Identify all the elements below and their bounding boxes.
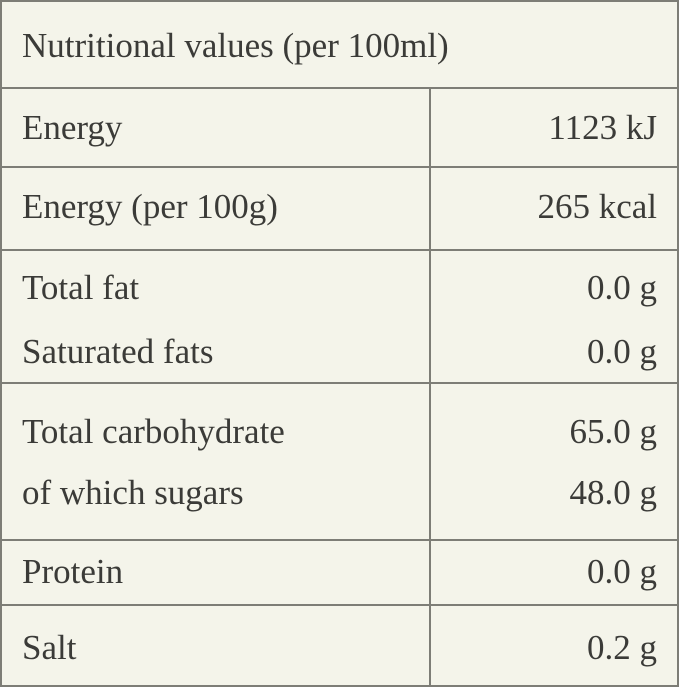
nutrient-value: 1123 kJ [548,108,657,147]
nutrient-label: Energy [22,108,123,147]
column-divider [429,88,431,687]
nutrient-value: 265 kcal [537,187,657,226]
nutrient-label: Salt [22,628,77,667]
row-divider [0,87,679,89]
nutrient-value: 65.0 g [569,412,658,451]
row-divider [0,539,679,541]
nutrient-value: 0.2 g [587,628,657,667]
nutrient-label: of which sugars [22,473,244,512]
table-title: Nutritional values (per 100ml) [22,26,449,65]
nutrient-label: Saturated fats [22,332,214,371]
nutrient-label: Total fat [22,268,140,307]
nutrient-label: Total carbohydrate [22,412,285,451]
nutrient-value: 0.0 g [587,268,657,307]
row-divider [0,604,679,606]
border [0,0,679,2]
row-divider [0,382,679,384]
nutrient-value: 0.0 g [587,552,657,591]
row-divider [0,249,679,251]
nutrient-label: Energy (per 100g) [22,187,278,226]
nutrient-label: Protein [22,552,124,591]
border [0,0,2,687]
nutrient-value: 48.0 g [569,473,658,512]
row-divider [0,166,679,168]
nutrient-value: 0.0 g [587,332,657,371]
border [677,0,679,687]
border [0,685,679,687]
